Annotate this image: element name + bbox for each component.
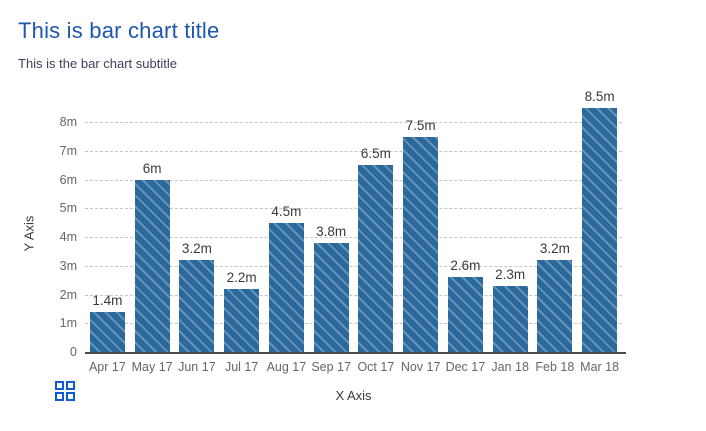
bar-oct-17[interactable] <box>358 165 394 352</box>
bar-jun-17[interactable] <box>179 260 215 352</box>
x-tick-label: May 17 <box>131 360 173 374</box>
bar-value-label: 2.2m <box>226 269 257 285</box>
x-axis-title: X Axis <box>335 388 372 403</box>
bar-dec-17[interactable] <box>447 277 483 352</box>
bar-value-label: 3.2m <box>181 241 212 257</box>
bar-mar-18[interactable] <box>582 108 618 352</box>
grid-menu-icon[interactable] <box>55 381 77 403</box>
y-tick-label: 2m <box>59 287 77 302</box>
bar-feb-18[interactable] <box>537 260 573 352</box>
bar-value-label: 6.5m <box>360 146 391 162</box>
bar-value-label: 6m <box>142 160 162 176</box>
x-tick-label: Jan 18 <box>491 360 529 374</box>
y-tick-label: 4m <box>59 230 77 245</box>
bar-apr-17[interactable] <box>89 311 125 352</box>
y-tick-label: 7m <box>59 144 77 159</box>
y-tick-label: 0 <box>70 345 77 359</box>
bar-jan-18[interactable] <box>492 286 528 352</box>
y-tick-label: 5m <box>59 201 77 216</box>
chart-title: This is bar chart title <box>18 18 220 43</box>
x-tick-label: Aug 17 <box>266 360 307 374</box>
bar-value-label: 2.3m <box>495 267 526 282</box>
x-tick-label: Sep 17 <box>311 360 351 374</box>
grid-menu-icon-square <box>66 392 75 401</box>
bar-aug-17[interactable] <box>268 222 304 352</box>
gridline <box>85 122 622 124</box>
chart-subtitle: This is the bar chart subtitle <box>18 56 177 71</box>
x-axis-line <box>85 352 626 354</box>
x-tick-label: Nov 17 <box>400 360 441 374</box>
gridline <box>85 323 622 325</box>
bar-nov-17[interactable] <box>403 136 439 352</box>
y-tick-label: 6m <box>59 172 77 187</box>
bar-value-label: 7.5m <box>405 117 436 133</box>
y-tick-label: 8m <box>59 115 77 130</box>
gridline <box>85 265 622 267</box>
gridline <box>85 294 622 296</box>
y-tick-label: 1m <box>59 316 77 331</box>
x-tick-label: Jun 17 <box>178 360 216 374</box>
gridline <box>85 151 622 153</box>
gridline <box>85 237 622 239</box>
x-tick-label: Jul 17 <box>224 360 259 374</box>
y-tick-label: 3m <box>59 258 77 273</box>
bar-value-label: 4.5m <box>271 203 302 219</box>
grid-menu-icon-square <box>66 381 75 390</box>
bar-value-label: 1.4m <box>92 292 123 308</box>
bar-jul-17[interactable] <box>224 288 260 352</box>
bar-value-label: 2.6m <box>450 258 481 274</box>
bar-value-label: 3.2m <box>539 241 570 257</box>
x-tick-label: Mar 18 <box>580 360 620 374</box>
x-tick-label: Dec 17 <box>445 360 486 374</box>
x-tick-label: Oct 17 <box>357 360 395 374</box>
x-tick-label: Apr 17 <box>88 360 126 374</box>
gridline <box>85 179 622 181</box>
grid-menu-icon-square <box>55 392 64 401</box>
grid-menu-icon-square <box>55 381 64 390</box>
gridline <box>85 208 622 210</box>
bar-value-label: 8.5m <box>584 89 615 105</box>
x-tick-label: Feb 18 <box>535 360 575 374</box>
bar-may-17[interactable] <box>134 179 170 352</box>
plot-area: 0 1m 2m 3m 4m 5m 6m 7m 8m 1.4m Apr 17 6m May 17 3.2m J… <box>60 89 626 374</box>
bar-value-label: 3.8m <box>316 223 347 239</box>
bar-sep-17[interactable] <box>313 242 349 352</box>
